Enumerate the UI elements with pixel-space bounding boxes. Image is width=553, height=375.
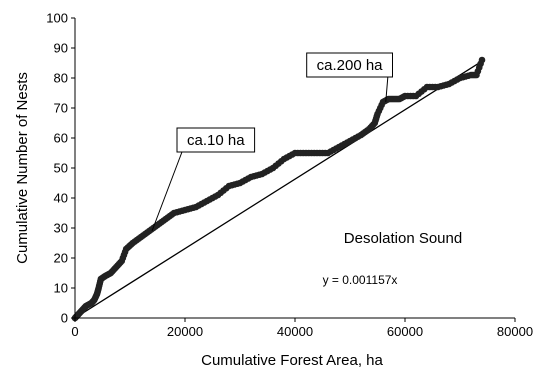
x-tick-label: 60000 [387,324,423,339]
annotations: ca.10 ha ca.200 ha [151,52,394,232]
y-tick-label: 60 [54,131,68,146]
trendline [74,60,483,319]
x-tick-label: 40000 [277,324,313,339]
annotation-box [306,52,394,78]
x-axis-ticks: 0 20000 40000 60000 80000 [71,318,533,339]
data-points [71,56,486,322]
y-tick-label: 20 [54,251,68,266]
y-tick-label: 30 [54,221,68,236]
trendline-equation: y = 0.001157x [323,273,398,287]
y-tick-label: 10 [54,281,68,296]
x-axis-title: Cumulative Forest Area, ha [201,352,383,369]
data-point [478,56,486,64]
x-tick-label: 20000 [167,324,203,339]
x-tick-label: 0 [71,324,78,339]
y-tick-label: 80 [54,71,68,86]
annotation-leader-line [151,143,186,232]
y-tick-label: 90 [54,41,68,56]
y-tick-label: 50 [54,161,68,176]
y-tick-label: 100 [46,11,68,26]
annotation-label: ca.10 ha [187,132,245,149]
annotation-box [176,127,256,153]
x-tick-label: 80000 [497,324,533,339]
annotation-label: ca.200 ha [317,57,384,74]
y-tick-label: 0 [61,311,68,326]
y-tick-label: 40 [54,191,68,206]
y-axis-title: Cumulative Number of Nests [14,72,31,264]
y-tick-label: 70 [54,101,68,116]
plot-area [71,56,486,322]
y-axis-ticks: 0 10 20 30 40 50 60 70 80 90 100 [46,11,75,326]
chart-label-desolation-sound: Desolation Sound [344,230,462,247]
